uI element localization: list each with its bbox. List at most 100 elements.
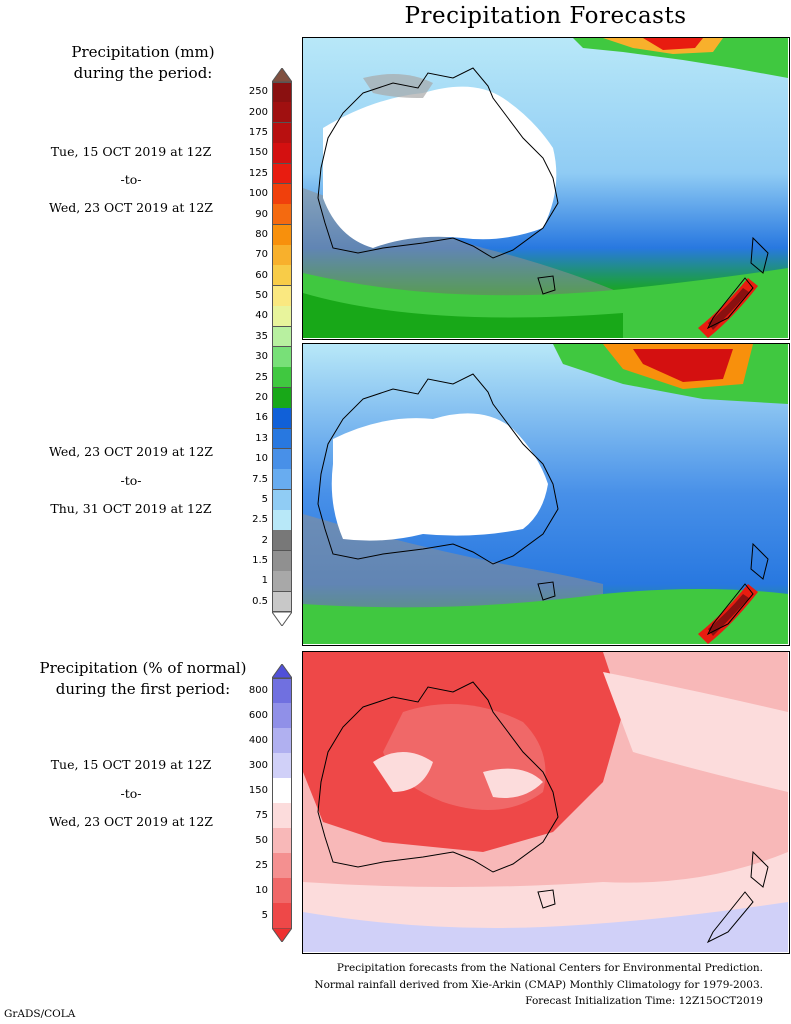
legend-mm-tick-label: 0.5 bbox=[252, 595, 268, 607]
legend-mm-swatch bbox=[272, 469, 292, 491]
legend-mm-tick-label: 100 bbox=[248, 188, 268, 200]
legend-mm-swatch bbox=[272, 224, 292, 246]
legend-mm-swatch bbox=[272, 122, 292, 144]
legend-pct-swatch bbox=[272, 853, 292, 879]
precip-map-period1 bbox=[302, 37, 790, 340]
legend-pct-tick-label: 10 bbox=[255, 884, 268, 896]
legend-mm-tick-label: 150 bbox=[248, 147, 268, 159]
legend-pct-tick-label: 300 bbox=[248, 759, 268, 771]
legend-pct-swatch bbox=[272, 728, 292, 754]
legend-mm-tick-label: 90 bbox=[255, 208, 268, 220]
legend-mm-swatch bbox=[272, 367, 292, 389]
legend-mm-tick-label: 5 bbox=[261, 493, 268, 505]
legend-mm-swatch bbox=[272, 183, 292, 205]
legend-pct-tick-label: 25 bbox=[255, 859, 268, 871]
legend-mm-swatch bbox=[272, 245, 292, 266]
legend-mm-tick-label: 200 bbox=[248, 106, 268, 118]
legend-pct-tick-label: 5 bbox=[261, 909, 268, 921]
legend-mm-swatch bbox=[272, 306, 292, 328]
legend-mm-swatch bbox=[272, 550, 292, 572]
legend-mm-tick-label: 25 bbox=[255, 371, 268, 383]
legend-pct-tick-label: 75 bbox=[255, 809, 268, 821]
legend-pct-tick-label: 150 bbox=[248, 784, 268, 796]
legend-mm-swatch bbox=[272, 163, 292, 185]
legend-mm-tick-label: 175 bbox=[248, 126, 268, 138]
legend-mm-swatch bbox=[272, 448, 292, 470]
legend-pct-swatch bbox=[272, 703, 292, 729]
legend-pct-swatch bbox=[272, 753, 292, 779]
period1-end: Wed, 23 OCT 2019 at 12Z bbox=[48, 200, 213, 215]
period2-separator: -to- bbox=[120, 473, 142, 488]
legend-pct-cap-bottom bbox=[272, 928, 292, 942]
legend-mm-swatch bbox=[272, 530, 292, 552]
period1-separator: -to- bbox=[120, 172, 142, 187]
legend-mm-header-line1: Precipitation (mm) bbox=[71, 43, 215, 61]
legend-mm-swatch bbox=[272, 347, 292, 368]
legend-mm-header-line2: during the period: bbox=[73, 64, 213, 82]
legend-mm-tick-label: 80 bbox=[255, 228, 268, 240]
legend-pct-swatch bbox=[272, 803, 292, 829]
credit-line-3: Forecast Initialization Time: 12Z15OCT20… bbox=[525, 995, 763, 1007]
legend-mm-colorbar bbox=[272, 68, 292, 626]
legend-pct-swatch bbox=[272, 828, 292, 854]
period2-end: Thu, 31 OCT 2019 at 12Z bbox=[50, 501, 212, 516]
legend-mm-swatch bbox=[272, 428, 292, 450]
legend-mm-swatch bbox=[272, 408, 292, 430]
legend-mm-tick-label: 10 bbox=[255, 453, 268, 465]
legend-pct-tick-label: 50 bbox=[255, 834, 268, 846]
legend-mm-swatch bbox=[272, 285, 292, 307]
period3-end: Wed, 23 OCT 2019 at 12Z bbox=[48, 814, 213, 829]
legend-mm-swatch bbox=[272, 591, 292, 613]
legend-pct-tick-label: 800 bbox=[248, 684, 268, 696]
legend-mm-tick-label: 35 bbox=[255, 330, 268, 342]
credit-line-2: Normal rainfall derived from Xie-Arkin (… bbox=[314, 979, 763, 991]
legend-mm-tick-label: 2.5 bbox=[252, 514, 268, 526]
legend-mm-tick-label: 250 bbox=[248, 86, 268, 98]
legend-mm-tick-label: 60 bbox=[255, 269, 268, 281]
legend-mm-tick-label: 30 bbox=[255, 351, 268, 363]
period2-start: Wed, 23 OCT 2019 at 12Z bbox=[48, 444, 213, 459]
legend-pct-swatch bbox=[272, 878, 292, 904]
legend-mm-swatch bbox=[272, 82, 292, 103]
legend-mm-cap-top bbox=[272, 68, 292, 82]
legend-mm-tick-label: 2 bbox=[261, 534, 268, 546]
page-title: Precipitation Forecasts bbox=[404, 3, 687, 29]
legend-mm-tick-label: 1.5 bbox=[252, 555, 268, 567]
legend-mm-tick-label: 20 bbox=[255, 391, 268, 403]
legend-mm-swatch bbox=[272, 510, 292, 531]
period3-separator: -to- bbox=[120, 786, 142, 801]
legend-mm-swatch bbox=[272, 387, 292, 409]
period1-start: Tue, 15 OCT 2019 at 12Z bbox=[50, 144, 212, 159]
legend-mm-tick-label: 16 bbox=[255, 412, 268, 424]
legend-mm-swatch bbox=[272, 265, 292, 287]
legend-mm-swatch bbox=[272, 326, 292, 348]
period3-start: Tue, 15 OCT 2019 at 12Z bbox=[50, 757, 212, 772]
legend-pct-swatch bbox=[272, 678, 292, 704]
legend-mm-swatch bbox=[272, 204, 292, 226]
precip-map-period2 bbox=[302, 343, 790, 646]
pct-normal-map bbox=[302, 651, 790, 954]
legend-pct-tick-label: 400 bbox=[248, 734, 268, 746]
legend-pct-tick-label: 600 bbox=[248, 709, 268, 721]
legend-pct-colorbar bbox=[272, 664, 292, 942]
legend-mm-swatch bbox=[272, 102, 292, 124]
legend-mm-tick-label: 70 bbox=[255, 249, 268, 261]
legend-mm-tick-label: 7.5 bbox=[252, 473, 268, 485]
legend-pct-swatch bbox=[272, 903, 292, 929]
legend-mm-swatch bbox=[272, 489, 292, 511]
legend-mm-swatch bbox=[272, 571, 292, 593]
legend-pct-header: Precipitation (% of normal) during the f… bbox=[0, 658, 286, 700]
legend-pct-cap-top bbox=[272, 664, 292, 678]
credit-line-1: Precipitation forecasts from the Nationa… bbox=[336, 962, 763, 974]
legend-mm-header: Precipitation (mm) during the period: bbox=[0, 42, 286, 84]
legend-mm-swatch bbox=[272, 143, 292, 165]
legend-pct-header-line2: during the first period: bbox=[55, 680, 231, 698]
legend-mm-tick-label: 125 bbox=[248, 167, 268, 179]
legend-mm-tick-label: 40 bbox=[255, 310, 268, 322]
legend-pct-header-line1: Precipitation (% of normal) bbox=[39, 659, 247, 677]
legend-mm-tick-label: 13 bbox=[255, 432, 268, 444]
legend-mm-cap-bottom bbox=[272, 612, 292, 626]
software-credit: GrADS/COLA bbox=[4, 1008, 76, 1020]
legend-mm-tick-label: 1 bbox=[261, 575, 268, 587]
legend-mm-tick-label: 50 bbox=[255, 290, 268, 302]
